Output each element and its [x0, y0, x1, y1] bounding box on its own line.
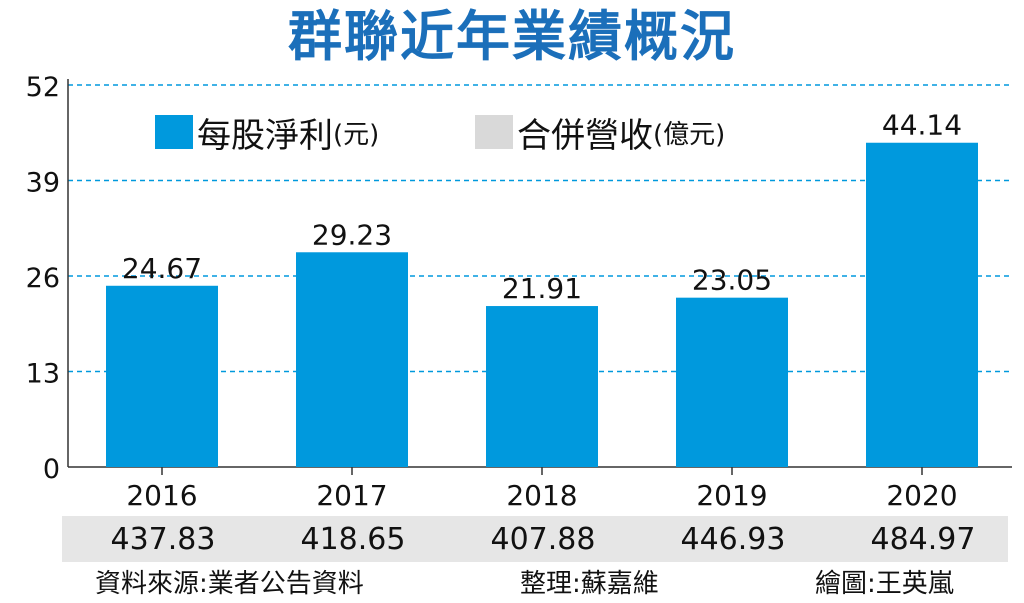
legend-swatch-revenue — [475, 115, 513, 149]
footer-editor: 整理:蘇嘉維 — [520, 569, 659, 599]
grid-layer — [67, 79, 1012, 468]
data-label-2019: 23.05 — [692, 264, 772, 297]
x-tick-label-2018: 2018 — [506, 479, 577, 512]
revenue-value-2016: 437.83 — [110, 522, 216, 557]
bar-layer — [106, 142, 978, 467]
x-tick-label-2016: 2016 — [126, 479, 197, 512]
bar-2019 — [676, 297, 788, 467]
revenue-value-2018: 407.88 — [490, 522, 596, 557]
y-tick-label: 26 — [26, 263, 60, 294]
legend-unit-revenue: (億元) — [653, 119, 726, 150]
chart-title: 群聯近年業績概況 — [288, 5, 736, 68]
y-tick-label: 52 — [26, 72, 60, 103]
data-label-2020: 44.14 — [882, 109, 962, 142]
label-layer: 24.67 29.23 21.91 23.05 44.14 — [122, 109, 962, 305]
revenue-strip — [62, 516, 1008, 562]
x-tick-label-2020: 2020 — [886, 479, 957, 512]
data-label-2016: 24.67 — [122, 252, 202, 285]
y-tick-label: 13 — [26, 359, 60, 390]
legend-item-revenue: 合併營收 (億元) — [475, 112, 726, 156]
x-tick-label-2017: 2017 — [316, 479, 387, 512]
revenue-value-2020: 484.97 — [870, 522, 976, 557]
bar-2018 — [486, 306, 598, 467]
data-label-2017: 29.23 — [312, 218, 392, 251]
legend-swatch-eps — [155, 115, 193, 149]
y-tick-label: 39 — [26, 168, 60, 199]
bar-2016 — [106, 285, 218, 467]
bar-2017 — [296, 252, 408, 467]
bar-2020 — [866, 142, 978, 467]
y-tick-label: 0 — [43, 454, 60, 485]
revenue-value-2019: 446.93 — [680, 522, 786, 557]
legend-item-eps: 每股淨利 (元) — [155, 112, 380, 156]
legend-label-eps: 每股淨利 — [197, 115, 333, 156]
footer-artist: 繪圖:王英嵐 — [815, 569, 954, 599]
data-label-2018: 21.91 — [502, 272, 582, 305]
revenue-value-2017: 418.65 — [300, 522, 406, 557]
tick-layer: 0 13 26 39 52 2016 2017 2018 2019 2020 — [26, 72, 958, 512]
x-tick-label-2019: 2019 — [696, 479, 767, 512]
legend-unit-eps: (元) — [333, 119, 380, 150]
legend-label-revenue: 合併營收 — [517, 115, 653, 156]
footer-source: 資料來源:業者公告資料 — [95, 569, 364, 599]
